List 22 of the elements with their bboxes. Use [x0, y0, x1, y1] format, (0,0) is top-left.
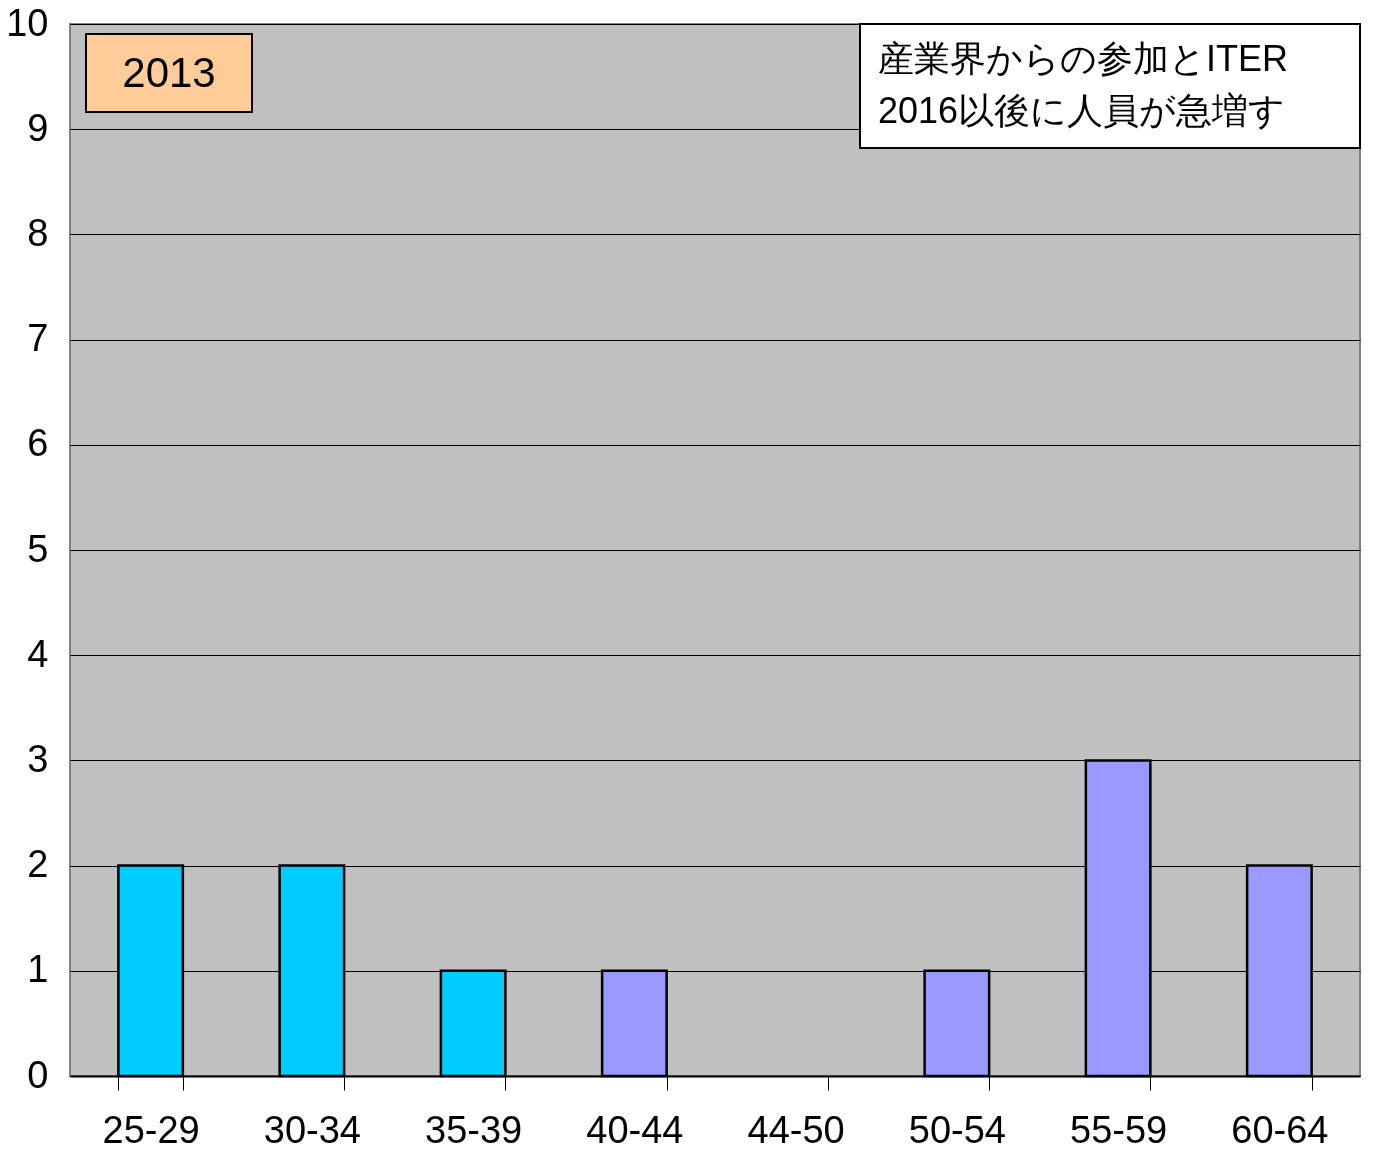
y-tick-label: 10 — [6, 1, 49, 44]
y-tick-label: 3 — [27, 737, 49, 780]
annotation: 産業界からの参加とITER — [878, 38, 1289, 79]
y-tick-label: 9 — [27, 106, 49, 149]
x-tick-label: 60-64 — [1231, 1108, 1329, 1151]
x-tick-label: 25-29 — [102, 1108, 200, 1151]
y-tick-label: 1 — [27, 948, 49, 991]
y-tick-label: 2 — [27, 843, 49, 886]
x-tick-label: 50-54 — [908, 1108, 1006, 1151]
x-tick-label: 44-50 — [747, 1108, 845, 1151]
y-tick-label: 4 — [27, 632, 49, 675]
y-tick-label: 6 — [27, 422, 49, 465]
y-tick-label: 5 — [27, 527, 49, 570]
x-tick-label: 35-39 — [425, 1108, 523, 1151]
y-tick-label: 0 — [27, 1053, 49, 1096]
x-tick-label: 55-59 — [1070, 1108, 1168, 1151]
y-tick-label: 8 — [27, 211, 49, 254]
x-tick-label: 40-44 — [586, 1108, 684, 1151]
annotation: 2016以後に人員が急増す — [878, 90, 1286, 131]
x-tick-label: 30-34 — [263, 1108, 361, 1151]
y-tick-label: 7 — [27, 317, 49, 360]
annotation: 2013 — [122, 49, 216, 96]
